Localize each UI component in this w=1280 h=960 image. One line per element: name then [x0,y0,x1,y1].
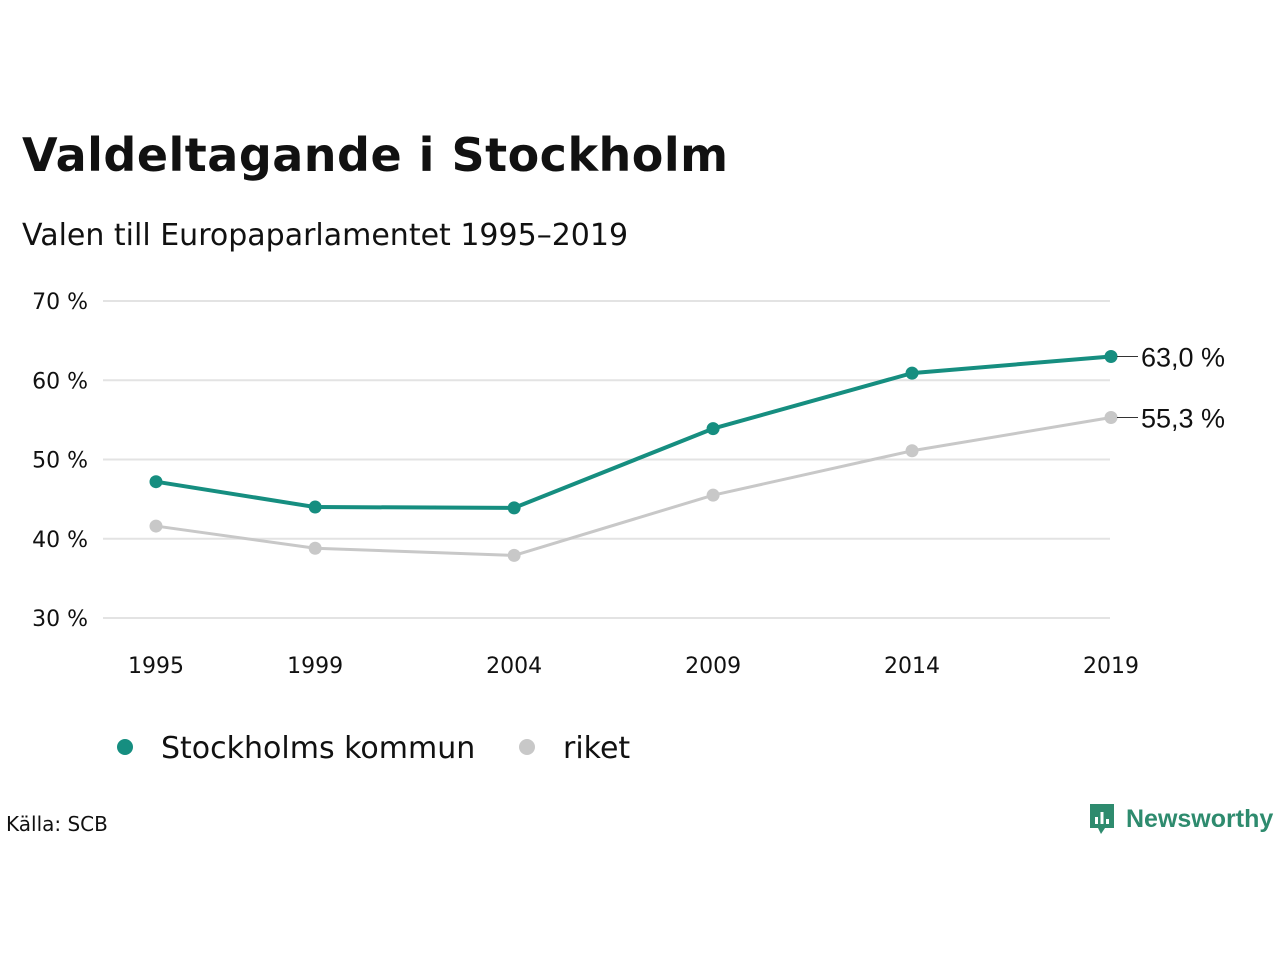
x-tick-label: 1999 [287,654,343,679]
data-point [1104,410,1118,424]
data-point [1104,349,1118,363]
x-tick-label: 2014 [884,654,940,679]
source-note: Källa: SCB [6,812,108,836]
y-tick-label: 40 % [32,528,88,553]
data-point [308,500,322,514]
data-point [905,366,919,380]
y-tick-label: 70 % [32,290,88,315]
y-tick-label: 50 % [32,449,88,474]
series-stockholms-kommun: 63,0 % [149,342,1225,515]
brand-logo[interactable]: Newsworthy [1088,802,1273,836]
series-line [155,354,1112,510]
series-lines: 55,3 % 63,0 % [149,342,1225,562]
y-axis-ticks: 30 % 40 % 50 % 60 % 70 % [32,290,88,632]
data-point [706,422,720,436]
grid-lines [103,300,1110,619]
x-tick-label: 2004 [486,654,542,679]
x-tick-label: 2009 [685,654,741,679]
data-point [149,475,163,489]
chart-title: Valdeltagande i Stockholm [22,128,729,182]
data-point [507,501,521,515]
data-point [507,548,521,562]
legend-label: riket [563,731,630,766]
legend-marker [519,739,535,755]
legend-marker [117,739,133,755]
x-tick-label: 2019 [1083,654,1139,679]
x-tick-label: 1995 [128,654,184,679]
data-point [905,444,919,458]
brand-name: Newsworthy [1126,804,1274,833]
y-tick-label: 60 % [32,369,88,394]
legend: Stockholms kommun riket [117,731,630,766]
legend-label: Stockholms kommun [161,731,475,766]
chart-subtitle: Valen till Europaparlamentet 1995–2019 [22,218,629,253]
newsworthy-logo-icon [1090,804,1114,834]
data-point [706,488,720,502]
data-point [149,519,163,533]
series-line [155,416,1112,557]
x-axis-ticks: 1995 1999 2004 2009 2014 2019 [128,654,1139,679]
y-tick-label: 30 % [32,607,88,632]
data-point [308,541,322,555]
end-value-label: 63,0 % [1141,342,1225,372]
series-riket: 55,3 % [149,403,1225,562]
end-value-label: 55,3 % [1141,403,1225,433]
